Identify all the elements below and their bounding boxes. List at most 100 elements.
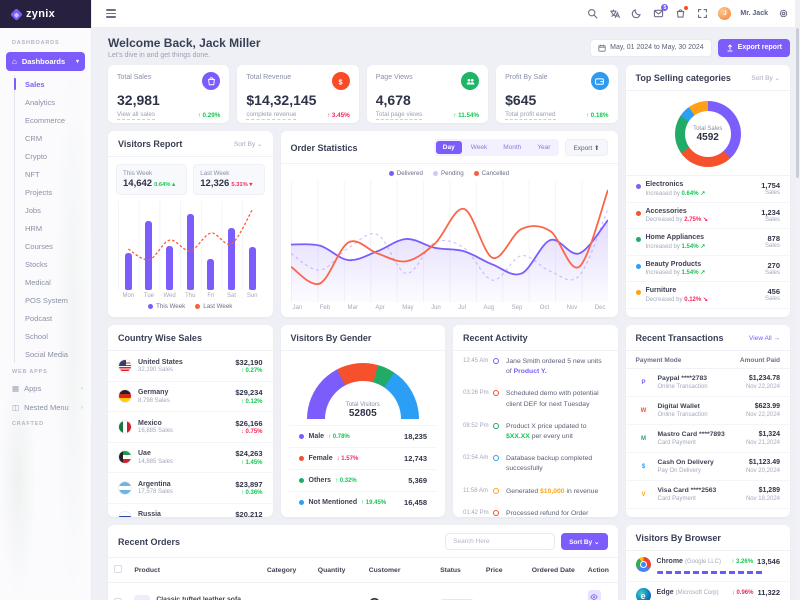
translate-icon[interactable] (608, 7, 621, 20)
scrollbar-thumb[interactable] (796, 28, 799, 178)
period-tab[interactable]: Week (470, 144, 488, 151)
transaction-row[interactable]: M Mastro Card ****7893 Card Payment $1,3… (625, 425, 790, 453)
category-row[interactable]: Beauty Products Increased by 1.54% ↗ 270… (625, 256, 790, 282)
legend-swatch (473, 171, 479, 176)
period-tab[interactable]: Year (537, 144, 551, 151)
row-checkbox[interactable] (114, 598, 122, 600)
page-scrollbar[interactable] (795, 0, 800, 600)
sidebar-subitem-label: Analytics (25, 97, 56, 107)
sidebar-subitem[interactable]: Crypto (15, 147, 91, 165)
sidebar-subitem[interactable]: POS System (15, 291, 91, 309)
activity-text: Generated $10,000 in revenue (506, 487, 599, 495)
stat-link[interactable]: View all sales (117, 111, 156, 120)
brand-logo[interactable]: zynix (0, 0, 91, 28)
gender-row: Male ↑ 0.78% 18,235 (288, 425, 437, 447)
transaction-row[interactable]: $ Cash On Delivery Pay On Delivery $1,12… (625, 453, 790, 481)
sidebar-subitem[interactable]: HRM (15, 219, 91, 237)
country-row[interactable]: Russia 10,118 Sales $20,212 ↓ 0.68% (108, 504, 273, 517)
activity-time: 03:26 Pm (463, 390, 489, 397)
category-row[interactable]: Furniture Decreased by 0.12% ↘ 456 Sales (625, 282, 790, 309)
export-report-button[interactable]: Export report (717, 38, 790, 57)
transaction-row[interactable]: V Visa Card ****2563 Card Payment $1,289… (625, 481, 790, 509)
month-labels: Jan Feb Mar Apr May Jun Jul Aug Sep Oct Nov Dec (291, 302, 608, 311)
date-range-picker[interactable]: May, 01 2024 to May, 30 2024 (590, 38, 712, 57)
chevron-right-icon: › (80, 385, 83, 392)
category-row[interactable]: Accessories Decreased by 2.75% ↘ 1,234 S… (625, 203, 790, 229)
sidebar-subitem[interactable]: Social Media (15, 345, 91, 363)
sidebar-subitem-label: Crypto (25, 151, 48, 161)
sidebar-menu: DASHBOARDS ⌂ Dashboards ▾ Sales Analytic… (0, 28, 91, 431)
view-order-button[interactable] (587, 590, 601, 600)
country-row[interactable]: Argentina 17,578 Sales $23,897 ↑ 0.36% (108, 473, 273, 504)
sidebar-subitem[interactable]: Sales (13, 75, 91, 93)
gender-value: 5,369 (408, 476, 427, 485)
sidebar-subitem[interactable]: CRM (15, 129, 91, 147)
stat-link[interactable]: Total profit earned (505, 111, 556, 120)
period-tab[interactable]: Month (503, 144, 522, 151)
gender-label: Others (308, 477, 332, 484)
sidebar-subitem[interactable]: Analytics (15, 93, 91, 111)
stat-link[interactable]: complete revenue (246, 111, 297, 120)
country-name: Russia (138, 511, 161, 517)
user-name[interactable]: Mr. Jack (740, 10, 768, 17)
sidebar-subitem[interactable]: Medical (15, 273, 91, 291)
settings-gear-icon[interactable] (777, 7, 790, 20)
sidebar-item-nested-menu[interactable]: ◫ Nested Menu › (0, 398, 91, 417)
sort-by-dropdown[interactable]: Sort By ⌄ (233, 141, 263, 148)
transaction-row[interactable]: P Paypal ****2783 Online Transaction $1,… (625, 369, 790, 397)
stat-label: Profit By Sale (505, 74, 548, 81)
dollar-icon: $ (331, 72, 350, 90)
sidebar-subitem[interactable]: Ecommerce (15, 111, 91, 129)
select-all-checkbox[interactable] (114, 565, 122, 573)
country-amount: $24,263 (235, 449, 263, 458)
category-dot (635, 210, 641, 216)
sidebar-subitem-label: POS System (25, 295, 68, 305)
dark-mode-moon-icon[interactable] (630, 7, 643, 20)
sort-by-dropdown[interactable]: Sort By ⌄ (751, 75, 780, 82)
sidebar-subitem[interactable]: Courses (15, 237, 91, 255)
sidebar-item-label: Nested Menu (24, 403, 69, 412)
country-row[interactable]: Germany 8,798 Sales $29,234 ↑ 0.12% (108, 382, 273, 412)
view-all-link[interactable]: View All → (749, 334, 780, 342)
sidebar-subitem[interactable]: School (15, 327, 91, 345)
sidebar-subitem[interactable]: Podcast (15, 309, 91, 327)
order-row: Classic tufted leather sofa Pixel Furnit… (108, 582, 618, 600)
category-row[interactable]: Home Appliances Increased by 1.54% ↗ 878… (625, 229, 790, 256)
sidebar-section-webapps: WEB APPS (12, 369, 48, 375)
sidebar-subitem-label: Stocks (25, 259, 48, 269)
month-label: Jul (458, 305, 466, 311)
sidebar-item-apps[interactable]: ▦ Apps › (0, 379, 91, 398)
browser-vendor: (Microsoft Corp) (675, 589, 719, 596)
sidebar-subitem[interactable]: Jobs (15, 201, 91, 219)
sidebar-item-dashboards[interactable]: ⌂ Dashboards ▾ (6, 52, 85, 71)
month-label: Apr (375, 305, 385, 311)
product-name[interactable]: Classic tufted leather sofa (156, 596, 241, 600)
search-icon[interactable] (586, 7, 599, 20)
user-avatar[interactable]: J (718, 7, 732, 20)
fullscreen-icon[interactable] (696, 7, 709, 20)
period-tab[interactable]: Day (435, 141, 462, 154)
country-row[interactable]: Uae 14,885 Sales $24,263 ↑ 1.45% (108, 443, 273, 473)
main-area: 5 J Mr. Jack Welcome Back (92, 0, 800, 600)
category-row[interactable]: Electronics Increased by 0.64% ↗ 1,754 S… (625, 176, 790, 203)
gender-dot (298, 434, 304, 439)
sidebar: zynix DASHBOARDS ⌂ Dashboards ▾ Sales An… (0, 0, 92, 600)
payment-type: Online Transaction (657, 411, 708, 418)
stat-link[interactable]: Total page views (375, 111, 423, 120)
sidebar-subitem[interactable]: Projects (15, 183, 91, 201)
sidebar-subitem[interactable]: NFT (15, 165, 91, 183)
category-unit: Sales (764, 190, 780, 197)
sort-by-button[interactable]: Sort By ⌄ (561, 533, 608, 550)
transaction-row[interactable]: W Digital Wallet Online Transaction $623… (625, 397, 790, 425)
country-row[interactable]: Mexico 16,885 Sales $26,166 ↓ 0.75% (108, 412, 273, 443)
export-button[interactable]: Export ⬆ (565, 139, 608, 156)
hamburger-menu-icon[interactable] (106, 9, 116, 18)
stat-delta: ↑ 0.18% (585, 112, 609, 119)
gender-value: 12,743 (404, 454, 427, 463)
category-name: Furniture (645, 287, 677, 294)
sidebar-subitem[interactable]: Stocks (15, 255, 91, 273)
country-row[interactable]: United States 32,190 Sales $32,190 ↑ 0.2… (108, 351, 273, 382)
messages-icon[interactable]: 5 (652, 4, 669, 20)
search-input[interactable] (445, 533, 556, 550)
cart-bag-icon[interactable] (674, 6, 689, 20)
